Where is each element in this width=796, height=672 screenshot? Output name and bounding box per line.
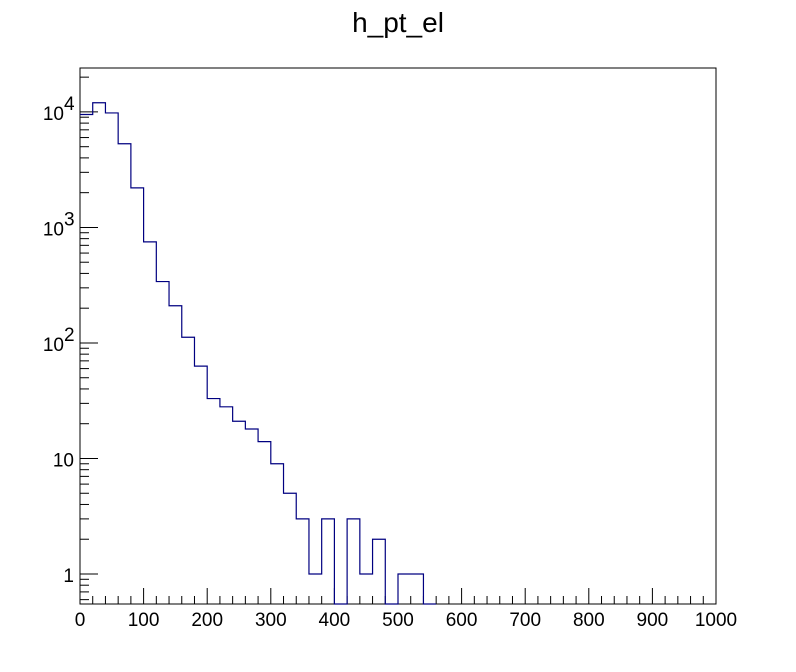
y-tick-base: 10: [53, 450, 74, 471]
plot-frame: [79, 67, 717, 605]
y-tick-label: 10: [53, 450, 74, 471]
y-tick-base: 10: [43, 219, 64, 240]
x-tick-label: 200: [191, 610, 223, 631]
x-tick-label: 500: [382, 610, 414, 631]
y-tick-label: 10 2: [43, 325, 75, 356]
x-tick-label: 1000: [695, 610, 737, 631]
x-tick-label: 100: [128, 610, 160, 631]
chart-title: h_pt_el: [352, 7, 444, 38]
y-tick-exponent: 4: [64, 94, 75, 115]
y-tick-base: 10: [43, 104, 64, 125]
x-tick-label: 600: [446, 610, 478, 631]
y-tick-label: 10 3: [43, 209, 75, 240]
x-tick-label: 800: [573, 610, 605, 631]
x-axis: 0 100 200 300 400 500 600 700 800 900 1000: [75, 588, 737, 631]
histogram-bins: [80, 103, 423, 574]
histogram-series-line: [80, 102, 437, 605]
x-tick-label: 0: [75, 610, 86, 631]
y-tick-label: 1: [63, 566, 74, 587]
y-tick-exponent: 3: [64, 209, 75, 230]
y-tick-base: 1: [63, 566, 74, 587]
y-tick-base: 10: [43, 335, 64, 356]
x-tick-label: 300: [255, 610, 287, 631]
x-tick-label: 700: [509, 610, 541, 631]
x-tick-label: 400: [319, 610, 351, 631]
x-tick-label: 900: [637, 610, 669, 631]
y-tick-exponent: 2: [64, 325, 75, 346]
y-tick-label: 10 4: [43, 94, 75, 125]
